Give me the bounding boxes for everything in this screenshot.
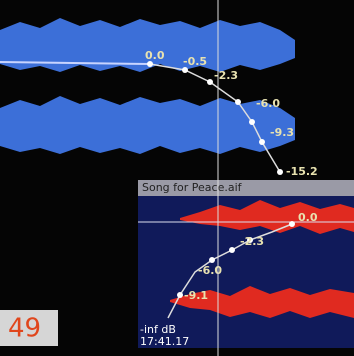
gain-label: -6.0 xyxy=(256,97,280,110)
track-title: Song for Peace.aif xyxy=(142,181,243,194)
gain-point xyxy=(209,257,215,263)
gain-point xyxy=(229,247,235,253)
gain-point xyxy=(289,221,295,227)
gain-point xyxy=(235,99,241,105)
gain-label: -9.3 xyxy=(270,126,294,139)
gain-label: -9.1 xyxy=(184,289,208,302)
gain-point xyxy=(259,139,265,145)
timecode: 17:41.17 xyxy=(140,335,189,348)
gain-label: 0.0 xyxy=(145,49,165,62)
upper-waveform-right xyxy=(0,96,295,154)
gain-point xyxy=(177,292,183,298)
gain-point xyxy=(277,169,283,175)
gain-label: -15.2 xyxy=(286,165,318,178)
gain-point xyxy=(207,79,213,85)
gain-label: -6.0 xyxy=(198,264,222,277)
gain-point xyxy=(249,119,255,125)
gain-label: -0.5 xyxy=(183,55,207,68)
gain-label: -2.3 xyxy=(240,235,264,248)
gain-label: 0.0 xyxy=(298,211,318,224)
page: 0.0 -0.5 -2.3 -6.0 -9.3 -15.2 Song for P… xyxy=(0,0,354,356)
screen: 0.0 -0.5 -2.3 -6.0 -9.3 -15.2 Song for P… xyxy=(0,0,354,356)
page-number: 49 xyxy=(8,314,41,344)
